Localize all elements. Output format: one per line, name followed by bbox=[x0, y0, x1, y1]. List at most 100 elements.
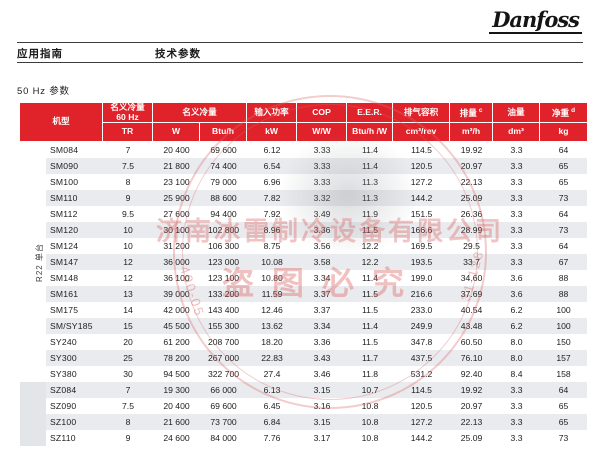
cell-model: SM112 bbox=[46, 206, 104, 223]
cell-value: 20.97 bbox=[450, 398, 494, 415]
cell-value: 166.6 bbox=[393, 222, 451, 239]
unit-kg: kg bbox=[540, 123, 588, 143]
cell-value: 12.46 bbox=[247, 302, 298, 319]
cell-value: 3.32 bbox=[297, 190, 348, 207]
cell-value: 9 bbox=[103, 190, 154, 207]
cell-value: 120.5 bbox=[393, 398, 451, 415]
cell-model: SM084 bbox=[46, 142, 104, 159]
cell-value: 11.3 bbox=[347, 174, 394, 191]
cell-value: 133 200 bbox=[200, 286, 248, 303]
col-header-swept-volume: 排气容积 bbox=[393, 103, 451, 124]
col-header-oil: 油量 bbox=[493, 103, 541, 124]
cell-value: 73 bbox=[540, 190, 588, 207]
cell-value: 21 800 bbox=[153, 158, 201, 175]
cell-value: 9.5 bbox=[103, 206, 154, 223]
cell-value: 3.33 bbox=[297, 142, 348, 159]
cell-value: 18.20 bbox=[247, 334, 298, 351]
cell-value: 25 bbox=[103, 350, 154, 367]
cell-value: 3.3 bbox=[493, 174, 541, 191]
cell-value: 10.7 bbox=[347, 382, 394, 399]
cell-model: SM148 bbox=[46, 270, 104, 287]
col-header-model: 机型 bbox=[20, 103, 104, 143]
cell-value: 21 600 bbox=[153, 414, 201, 431]
table-row: SM090 7.5 21 800 74 400 6.54 3.33 11.4 120.5 20.… bbox=[20, 158, 588, 175]
cell-value: 127.2 bbox=[393, 174, 451, 191]
cell-value: 3.34 bbox=[297, 318, 348, 335]
cell-value: 20.97 bbox=[450, 158, 494, 175]
cell-value: 6.13 bbox=[247, 382, 298, 399]
cell-value: 64 bbox=[540, 142, 588, 159]
cell-value: 100 bbox=[540, 302, 588, 319]
cell-value: 7.92 bbox=[247, 206, 298, 223]
cell-value: 74 400 bbox=[200, 158, 248, 175]
nominal-60hz-line2: 60 Hz bbox=[116, 111, 139, 122]
cell-value: 143 400 bbox=[200, 302, 248, 319]
cell-value: 13.62 bbox=[247, 318, 298, 335]
cell-value: 3.3 bbox=[493, 414, 541, 431]
cell-value: 7.5 bbox=[103, 158, 154, 175]
cell-value: 73 bbox=[540, 222, 588, 239]
table-row: SM161 13 39 000 133 200 11.59 3.37 11.5 216.6 37… bbox=[20, 286, 588, 303]
table-row: SM147 12 36 000 123 000 10.08 3.58 12.2 193.5 33… bbox=[20, 254, 588, 271]
cell-value: 193.5 bbox=[393, 254, 451, 271]
table-body: R22 单台 SM084 7 20 400 69 600 6.12 3.33 11.4 114.… bbox=[20, 142, 588, 447]
table-row: SZ084 7 19 300 66 000 6.13 3.15 10.7 114.5 19.92… bbox=[20, 382, 588, 447]
cell-value: 11.3 bbox=[347, 190, 394, 207]
cell-value: 3.3 bbox=[493, 190, 541, 207]
header-row-units: TR W Btu/h kW W/W Btu/h /W cm³/rev m³/h … bbox=[20, 123, 588, 143]
cell-value: 11.5 bbox=[347, 222, 394, 239]
net-weight-footnote: d bbox=[571, 106, 576, 114]
cell-value: 34.60 bbox=[450, 270, 494, 287]
cell-value: 92.40 bbox=[450, 366, 494, 383]
cell-value: 25.09 bbox=[450, 430, 494, 447]
cell-value: 3.36 bbox=[297, 222, 348, 239]
table-row: R22 单台 SM084 7 20 400 69 600 6.12 3.33 11.4 114.… bbox=[20, 142, 588, 383]
cell-value: 22.13 bbox=[450, 174, 494, 191]
cell-value: 19 300 bbox=[153, 382, 201, 399]
cell-value: 8.96 bbox=[247, 222, 298, 239]
cell-value: 8.75 bbox=[247, 238, 298, 255]
cell-value: 151.5 bbox=[393, 206, 451, 223]
cell-value: 3.58 bbox=[297, 254, 348, 271]
cell-value: 69 600 bbox=[200, 398, 248, 415]
cell-value: 11.5 bbox=[347, 334, 394, 351]
cell-value: 6.12 bbox=[247, 142, 298, 159]
group-label: R22 单台 bbox=[34, 242, 44, 282]
cell-value: 25 900 bbox=[153, 190, 201, 207]
cell-value: 43.48 bbox=[450, 318, 494, 335]
unit-m3h: m³/h bbox=[450, 123, 494, 143]
cell-value: 10 bbox=[103, 222, 154, 239]
cell-value: 322 700 bbox=[200, 366, 248, 383]
cell-value: 531.2 bbox=[393, 366, 451, 383]
cell-value: 8 bbox=[103, 414, 154, 431]
cell-value: 3.3 bbox=[493, 430, 541, 447]
cell-value: 11.5 bbox=[347, 302, 394, 319]
cell-value: 88 600 bbox=[200, 190, 248, 207]
cell-value: 9 bbox=[103, 430, 154, 447]
cell-value: 73 bbox=[540, 430, 588, 447]
cell-value: 65 bbox=[540, 414, 588, 431]
cell-value: 3.3 bbox=[493, 206, 541, 223]
cell-value: 64 bbox=[540, 382, 588, 399]
cell-value: 12.2 bbox=[347, 254, 394, 271]
cell-model: SM161 bbox=[46, 286, 104, 303]
cell-value: 10.80 bbox=[247, 270, 298, 287]
cell-value: 6.2 bbox=[493, 302, 541, 319]
table-row: SM120 10 30 100 102 800 8.96 3.36 11.5 166.6 28.… bbox=[20, 222, 588, 239]
col-header-net-weight: 净重 d bbox=[540, 103, 588, 124]
table-row: SZ110 9 24 600 84 000 7.76 3.17 10.8 144.2 25.09… bbox=[20, 430, 588, 447]
table-row: SZ090 7.5 20 400 69 600 6.45 3.16 10.8 120.5 20.… bbox=[20, 398, 588, 415]
cell-value: 73 700 bbox=[200, 414, 248, 431]
cell-value: 3.43 bbox=[297, 350, 348, 367]
cell-value: 12 bbox=[103, 254, 154, 271]
cell-value: 3.6 bbox=[493, 286, 541, 303]
cell-value: 158 bbox=[540, 366, 588, 383]
cell-value: 11.4 bbox=[347, 158, 394, 175]
cell-value: 94 500 bbox=[153, 366, 201, 383]
cell-value: 6.45 bbox=[247, 398, 298, 415]
cell-value: 7.76 bbox=[247, 430, 298, 447]
cell-value: 37.69 bbox=[450, 286, 494, 303]
cell-value: 6.96 bbox=[247, 174, 298, 191]
cell-model: SM124 bbox=[46, 238, 104, 255]
